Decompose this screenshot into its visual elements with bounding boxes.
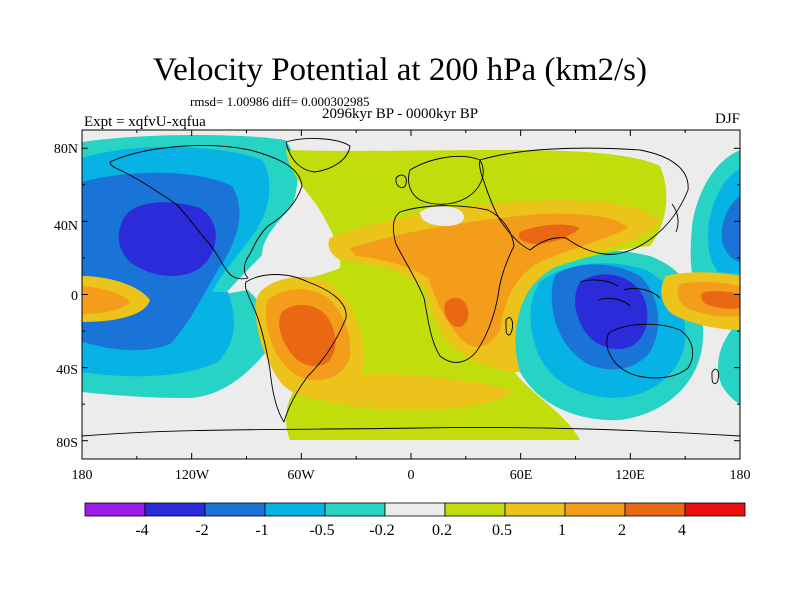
colorbar-label: -1: [255, 522, 268, 539]
madagascar-coast: [505, 317, 513, 336]
contour-pos-2-arabia: [518, 224, 580, 244]
y-tick-label: 0: [71, 289, 78, 304]
australia-coast: [606, 323, 694, 379]
y-tick-label: 80N: [54, 142, 78, 157]
contour-zero-med: [420, 206, 465, 226]
contour-pos-1-westedge: [82, 286, 130, 314]
contour-pos-1-africa: [350, 213, 628, 347]
y-axis-labels: 80N 40N 0 40S 80S: [54, 142, 78, 451]
south-america-coast: [245, 274, 347, 423]
colorbar-label: 0.2: [432, 522, 452, 539]
x-tick-label: 120E: [615, 468, 645, 483]
greenland-coast: [285, 138, 351, 173]
season-label: DJF: [714, 111, 740, 127]
x-tick-label: 60W: [287, 468, 315, 483]
x-tick-label: 180: [72, 468, 93, 483]
x-tick-label: 120W: [175, 468, 210, 483]
antarctica-coast: [82, 427, 740, 437]
colorbar-label: 1: [558, 522, 566, 539]
colorbar-label: 4: [678, 522, 686, 539]
contour-neg-2-west: [118, 202, 216, 276]
y-tick-label: 40S: [56, 363, 78, 378]
asia-coast: [479, 147, 689, 255]
japan-coast: [671, 203, 679, 233]
x-tick-label: 60E: [510, 468, 533, 483]
y-tick-label: 80S: [56, 436, 78, 451]
europe-coast: [408, 155, 484, 205]
coastlines: [82, 138, 740, 437]
colorbar-swatch: [444, 502, 506, 517]
contour-neg-2-indo: [575, 274, 648, 350]
contour-neg-1-east: [721, 196, 740, 262]
africa-coast: [392, 205, 515, 363]
colorbar-swatch: [84, 502, 146, 517]
colorbar: [84, 502, 746, 517]
contour-pos-0.5-southatl: [300, 373, 512, 410]
colorbar-label: 0.5: [492, 522, 512, 539]
uk-coast: [395, 174, 407, 189]
colorbar-label: -0.5: [309, 522, 334, 539]
x-tick-label: 180: [730, 468, 751, 483]
contour-neg-0.2-east-south: [718, 320, 740, 404]
x-tick-label: 0: [408, 468, 415, 483]
colorbar-label: 2: [618, 522, 626, 539]
colorbar-labels: -4 -2 -1 -0.5 -0.2 0.2 0.5 1 2 4: [135, 522, 686, 539]
colorbar-swatch: [204, 502, 266, 517]
north-america-coast: [109, 145, 303, 280]
indonesia-coast: [579, 279, 661, 307]
colorbar-label: -2: [195, 522, 208, 539]
colorbar-swatch: [624, 502, 686, 517]
colorbar-swatch: [564, 502, 626, 517]
colorbar-swatch: [324, 502, 386, 517]
stats-text: rmsd= 1.00986 diff= 0.000302985: [190, 94, 370, 109]
colorbar-swatch: [264, 502, 326, 517]
period-text: 2096kyr BP - 0000kyr BP: [322, 106, 479, 122]
contour-field: [82, 130, 740, 459]
axis-ticks: [81, 130, 741, 459]
contour-pos-2-africa: [444, 297, 469, 328]
colorbar-swatch: [504, 502, 566, 517]
contour-pos-2-eastpac: [701, 291, 740, 309]
newzealand-coast: [711, 368, 719, 385]
contour-pos-2-samerica: [279, 304, 336, 367]
y-tick-label: 40N: [54, 219, 78, 234]
map-title: Velocity Potential at 200 hPa (km2/s): [152, 52, 648, 88]
colorbar-label: -4: [135, 522, 148, 539]
colorbar-label: -0.2: [369, 522, 394, 539]
colorbar-swatch: [384, 502, 446, 517]
colorbar-swatch: [144, 502, 206, 517]
x-axis-labels: 180 120W 60W 0 60E 120E 180: [72, 468, 751, 483]
colorbar-swatch: [684, 502, 746, 517]
experiment-label: Expt = xqfvU-xqfua: [84, 114, 206, 130]
